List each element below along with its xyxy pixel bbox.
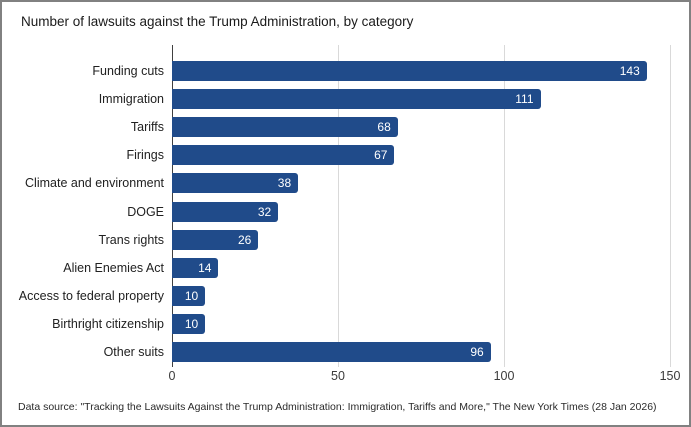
bar: 67 (172, 145, 395, 166)
bar-track: 14 (172, 257, 672, 278)
bar-row: Tariffs 68 (2, 113, 672, 141)
bar-value-label: 96 (470, 344, 484, 359)
bar-track: 38 (172, 173, 672, 194)
bar-row: Access to federal property 10 (2, 282, 672, 310)
x-axis-tick-label: 150 (659, 369, 681, 383)
bar-track: 68 (172, 117, 672, 138)
bar: 143 (172, 61, 647, 82)
category-label: Other suits (103, 344, 164, 359)
category-label: Firings (126, 148, 164, 163)
data-source-note: Data source: "Tracking the Lawsuits Agai… (18, 401, 657, 413)
bar-track: 143 (172, 61, 672, 82)
bar-track: 32 (172, 201, 672, 222)
bar-row: Alien Enemies Act 14 (2, 254, 672, 282)
bar-rows: Funding cuts 143 Immigration 111 Tariffs 68 Fi… (2, 57, 672, 366)
bar: 96 (172, 341, 491, 362)
bar-value-label: 32 (257, 204, 272, 219)
bar-row: Trans rights 26 (2, 226, 672, 254)
bar-row: Firings 67 (2, 141, 672, 169)
bar-value-label: 14 (198, 260, 212, 275)
bar-track: 10 (172, 313, 672, 334)
gridline (338, 45, 339, 367)
category-label: Alien Enemies Act (63, 260, 164, 275)
bar-track: 26 (172, 229, 672, 250)
bar-value-label: 143 (619, 64, 640, 79)
category-label: Funding cuts (92, 64, 164, 79)
bar-row: Climate and environment 38 (2, 169, 672, 197)
category-label: DOGE (127, 204, 164, 219)
bar-track: 10 (172, 285, 672, 306)
chart-title: Number of lawsuits against the Trump Adm… (21, 14, 414, 29)
category-label: Immigration (98, 92, 164, 107)
category-label: Tariffs (130, 120, 164, 135)
bar-value-label: 68 (377, 120, 391, 135)
bar-value-label: 67 (374, 148, 388, 163)
category-label: Birthright citizenship (52, 316, 164, 331)
bar: 68 (172, 117, 398, 138)
category-label: Trans rights (98, 232, 164, 247)
x-axis-tick-label: 0 (168, 369, 176, 383)
bar: 32 (172, 201, 279, 222)
bar-row: Birthright citizenship 10 (2, 310, 672, 338)
x-axis-tick-label: 50 (331, 369, 345, 383)
bar-track: 96 (172, 341, 672, 362)
bar-value-label: 26 (237, 232, 252, 247)
bar-row: Other suits 96 (2, 338, 672, 366)
bar-value-label: 111 (515, 92, 534, 107)
bar: 26 (172, 229, 259, 250)
bar-value-label: 10 (184, 316, 199, 331)
bar: 111 (172, 89, 541, 110)
gridline (670, 45, 671, 367)
x-axis-tick-label: 100 (493, 369, 515, 383)
bar-track: 111 (172, 89, 672, 110)
bar-track: 67 (172, 145, 672, 166)
bar-row: DOGE 32 (2, 197, 672, 225)
bar: 38 (172, 173, 299, 194)
bar-value-label: 38 (277, 176, 292, 191)
category-label: Climate and environment (25, 176, 164, 191)
bar: 10 (172, 313, 206, 334)
category-label: Access to federal property (18, 288, 164, 303)
bar-value-label: 10 (184, 288, 199, 303)
gridline (504, 45, 505, 367)
bar: 14 (172, 257, 219, 278)
bar: 10 (172, 285, 206, 306)
bar-row: Funding cuts 143 (2, 57, 672, 85)
bar-row: Immigration 111 (2, 85, 672, 113)
